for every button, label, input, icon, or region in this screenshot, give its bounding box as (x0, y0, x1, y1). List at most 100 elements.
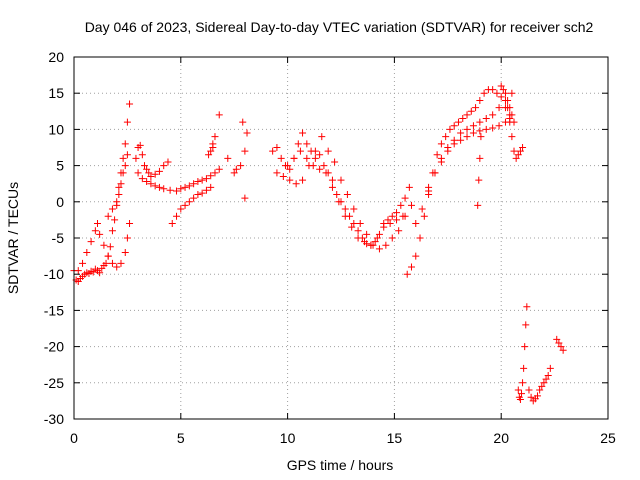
data-point (296, 147, 304, 155)
data-point (522, 321, 530, 329)
data-point (215, 111, 223, 119)
data-point (331, 158, 339, 166)
data-point (194, 178, 202, 186)
data-point (388, 212, 396, 220)
data-point (407, 201, 415, 209)
x-tick-label: 25 (600, 430, 616, 446)
data-point (123, 151, 131, 159)
data-point (318, 133, 326, 141)
data-point (198, 189, 206, 197)
data-point (207, 172, 215, 180)
data-point (454, 118, 462, 126)
data-point (166, 186, 174, 194)
data-point (341, 205, 349, 213)
data-point (269, 147, 277, 155)
data-point (290, 154, 298, 162)
data-point (205, 151, 213, 159)
data-point (177, 185, 185, 193)
data-point (363, 230, 371, 238)
data-point (476, 154, 484, 162)
data-point (495, 122, 503, 130)
data-point (477, 133, 485, 141)
data-point (123, 234, 131, 242)
data-point (299, 176, 307, 184)
data-point (482, 115, 490, 123)
data-point (388, 234, 396, 242)
data-point (320, 162, 328, 170)
data-point (230, 169, 238, 177)
data-point (380, 223, 388, 231)
data-point (232, 165, 240, 173)
data-point (393, 209, 401, 217)
data-point (360, 238, 368, 246)
data-point (143, 165, 151, 173)
data-point (121, 248, 129, 256)
data-point (333, 191, 341, 199)
data-point (211, 133, 219, 141)
data-point (497, 82, 505, 90)
data-point (207, 183, 215, 191)
data-point (546, 364, 554, 372)
data-point (538, 382, 546, 390)
data-point (241, 147, 249, 155)
data-point (475, 176, 483, 184)
data-point (493, 89, 501, 97)
data-point (102, 259, 110, 267)
data-point (143, 178, 151, 186)
data-point (155, 183, 163, 191)
data-point (243, 129, 251, 137)
data-point (316, 165, 324, 173)
y-axis-ticks: -30 -25 -20 -15 -10 -5 0 5 10 15 20 (44, 49, 608, 427)
data-point (311, 154, 319, 162)
data-point (412, 220, 420, 228)
data-point (356, 220, 364, 228)
data-point (335, 198, 343, 206)
data-point (96, 269, 104, 277)
data-point (457, 129, 465, 137)
data-point (384, 216, 392, 224)
data-point (237, 162, 245, 170)
data-point (303, 140, 311, 148)
y-tick-label: -15 (44, 302, 64, 318)
data-point (322, 169, 330, 177)
data-point (516, 395, 524, 403)
data-point (164, 158, 172, 166)
data-point (215, 165, 223, 173)
data-point (457, 136, 465, 144)
data-point (115, 183, 123, 191)
y-tick-label: 10 (48, 121, 64, 137)
data-point (173, 212, 181, 220)
data-point (442, 133, 450, 141)
data-point (284, 162, 292, 170)
data-point (367, 241, 375, 249)
chart-title: Day 046 of 2023, Sidereal Day-to-day VTE… (85, 19, 594, 35)
data-point (119, 154, 127, 162)
data-point (437, 140, 445, 148)
data-point (482, 125, 490, 133)
data-point (399, 212, 407, 220)
data-point (117, 259, 125, 267)
data-point (286, 165, 294, 173)
data-point (341, 212, 349, 220)
data-point (499, 86, 507, 94)
data-point (403, 270, 411, 278)
data-point (418, 205, 426, 213)
data-point (136, 141, 144, 149)
data-point (544, 372, 552, 380)
data-point (299, 129, 307, 137)
data-point (151, 170, 159, 178)
y-tick-label: -30 (44, 411, 64, 427)
data-point (202, 175, 210, 183)
data-point (209, 144, 217, 151)
data-point (328, 176, 336, 184)
data-point (91, 227, 99, 235)
data-point (514, 151, 522, 159)
data-point (113, 263, 121, 271)
data-point (405, 183, 413, 191)
data-point (87, 238, 95, 246)
data-point (416, 234, 424, 242)
data-point (501, 89, 509, 97)
data-point (126, 220, 134, 228)
x-tick-label: 0 (70, 430, 78, 446)
